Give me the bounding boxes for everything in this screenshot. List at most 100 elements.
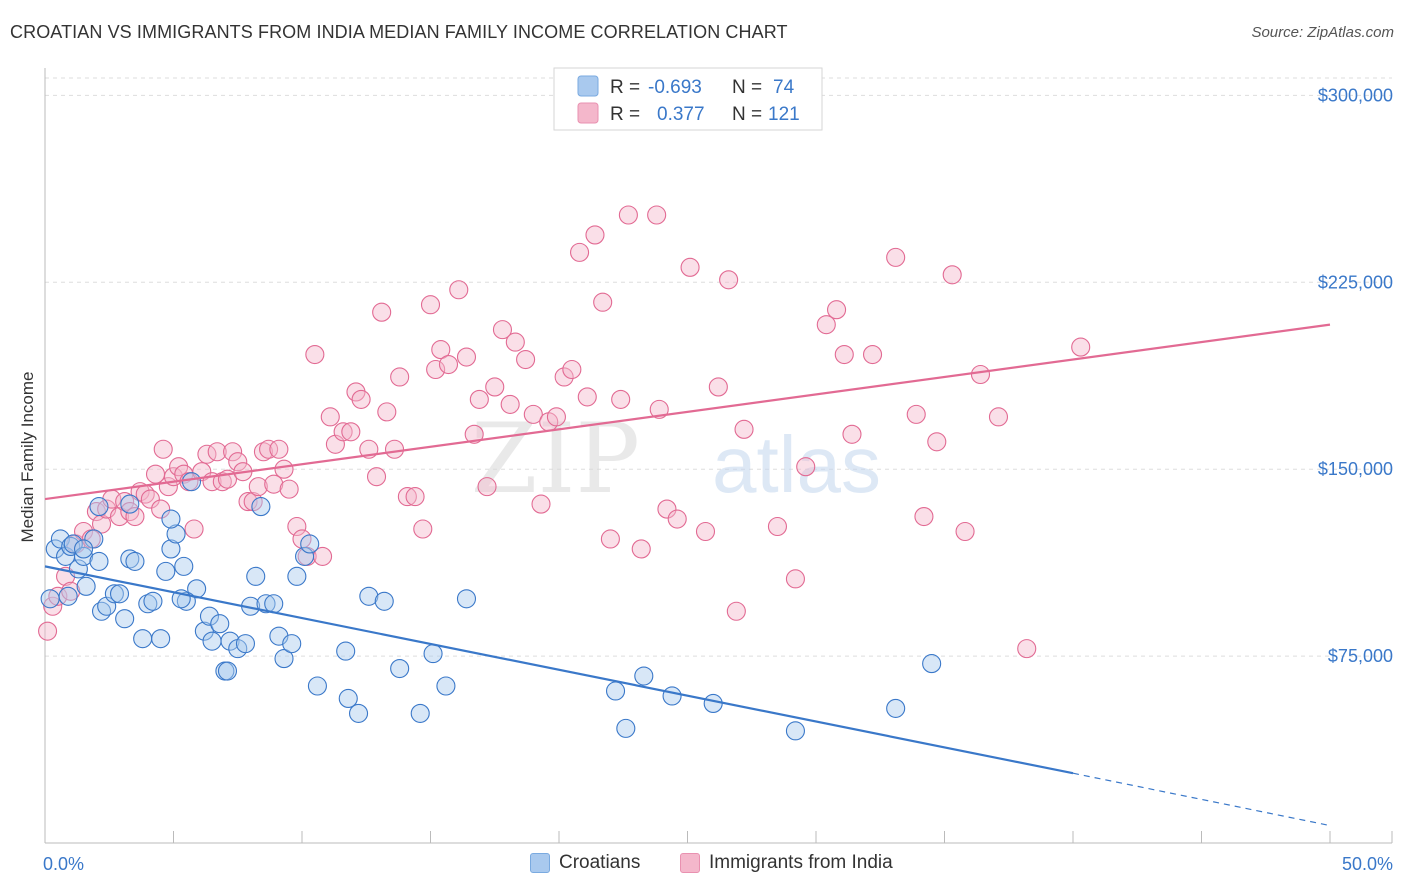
croatian-point-30 <box>194 621 214 641</box>
croatian-point-51 <box>348 703 369 723</box>
croatian-point-19 <box>133 629 153 649</box>
croatian-point-15 <box>109 584 130 604</box>
croatian-point-45 <box>282 634 302 654</box>
croatian-point-37 <box>235 634 256 654</box>
croatian-point-6 <box>63 534 83 554</box>
croatian-point-31 <box>199 606 220 626</box>
legend-r-value-2: 0.377 <box>657 104 705 125</box>
x-tick-label-0: 0.0% <box>43 854 84 874</box>
croatian-point-71 <box>74 539 94 559</box>
croatian-point-57 <box>423 644 443 664</box>
india-point-53 <box>333 422 353 442</box>
croatian-point-8 <box>74 546 94 566</box>
india-point-37 <box>238 492 258 512</box>
croatian-point-44 <box>274 649 294 669</box>
y-axis-title: Median Family Income <box>18 371 37 542</box>
bottom-legend-india: Immigrants from India <box>680 852 893 874</box>
croatian-point-23 <box>156 561 176 581</box>
india-point-1 <box>43 596 63 616</box>
india-point-118 <box>970 364 991 385</box>
croatian-trend-line <box>44 565 1074 775</box>
legend-n-value-2: 121 <box>768 104 800 125</box>
india-point-71 <box>456 347 477 367</box>
india-point-97 <box>667 509 687 529</box>
legend-box: R = -0.693 N = 74 R = 0.377 N = 121 <box>553 67 823 131</box>
legend-r-value-1: -0.693 <box>648 77 702 98</box>
india-point-59 <box>372 302 392 322</box>
croatian-point-56 <box>410 703 430 723</box>
legend-swatch-pink <box>577 102 599 124</box>
india-point-43 <box>269 439 289 459</box>
india-point-18 <box>140 489 160 509</box>
india-point-85 <box>562 359 582 380</box>
india-point-79 <box>516 349 536 370</box>
croatian-point-17 <box>120 549 140 569</box>
india-point-34 <box>223 442 243 462</box>
y-tick-label-1: $150,000 <box>1318 459 1393 479</box>
croatian-point-14 <box>104 584 124 604</box>
india-point-42 <box>264 474 284 494</box>
india-point-99 <box>695 521 716 542</box>
legend-r-label-2: R = <box>610 104 640 125</box>
axes <box>44 68 1393 844</box>
india-point-89 <box>593 292 613 312</box>
croatian-point-9 <box>76 576 96 596</box>
india-point-106 <box>796 457 816 477</box>
y-tick-labels: $75,000 $150,000 $225,000 $300,000 <box>1318 85 1393 666</box>
croatian-point-62 <box>634 666 654 686</box>
croatian-point-52 <box>336 641 356 661</box>
croatian-point-69 <box>120 494 140 514</box>
india-label: Immigrants from India <box>709 852 893 873</box>
india-point-51 <box>320 407 340 427</box>
y-tick-label-3: $300,000 <box>1318 85 1393 105</box>
croatian-point-54 <box>374 591 394 611</box>
india-point-111 <box>862 345 883 365</box>
croatian-points <box>40 472 942 741</box>
india-point-76 <box>492 320 513 340</box>
croatian-point-73 <box>217 661 238 681</box>
india-point-35 <box>228 452 248 472</box>
croatian-point-24 <box>161 539 181 559</box>
croatian-point-55 <box>390 659 410 679</box>
croatian-point-48 <box>300 534 320 554</box>
india-point-84 <box>554 367 574 387</box>
croatian-point-11 <box>89 551 109 571</box>
india-point-93 <box>631 539 651 559</box>
india-point-72 <box>464 424 484 444</box>
croatian-point-32 <box>202 631 222 651</box>
croatian-trend-extension <box>1072 772 1331 827</box>
india-point-2 <box>48 586 68 606</box>
india-point-115 <box>927 432 947 452</box>
croatian-point-64 <box>703 693 723 713</box>
india-point-120 <box>1017 639 1037 659</box>
croatian-point-2 <box>50 529 70 549</box>
y-tick-label-0: $75,000 <box>1328 646 1393 666</box>
croatian-point-46 <box>287 566 307 586</box>
india-point-121 <box>1071 337 1091 357</box>
india-point-65 <box>413 519 433 539</box>
croatian-point-16 <box>115 609 135 629</box>
croatian-point-63 <box>662 686 682 706</box>
legend-swatch-blue <box>577 75 599 97</box>
india-point-86 <box>570 242 590 262</box>
india-point-49 <box>305 345 325 365</box>
croatian-point-60 <box>605 681 626 701</box>
croatian-point-35 <box>220 631 240 651</box>
india-point-63 <box>397 487 417 507</box>
india-point-114 <box>914 506 934 527</box>
croatian-point-70 <box>161 509 181 529</box>
legend-n-label-2: N = <box>732 104 762 125</box>
croatian-point-21 <box>143 591 163 611</box>
croatians-swatch <box>530 853 550 873</box>
india-point-21 <box>153 439 173 459</box>
india-point-105 <box>785 569 805 589</box>
india-point-117 <box>955 521 975 542</box>
india-point-98 <box>680 257 700 277</box>
india-point-88 <box>585 225 605 245</box>
legend-r-label-1: R = <box>610 77 640 98</box>
x-tick-labels: 0.0% 50.0% <box>43 854 1393 874</box>
croatian-point-27 <box>181 472 202 492</box>
india-point-103 <box>734 419 754 439</box>
croatian-point-53 <box>359 586 379 606</box>
